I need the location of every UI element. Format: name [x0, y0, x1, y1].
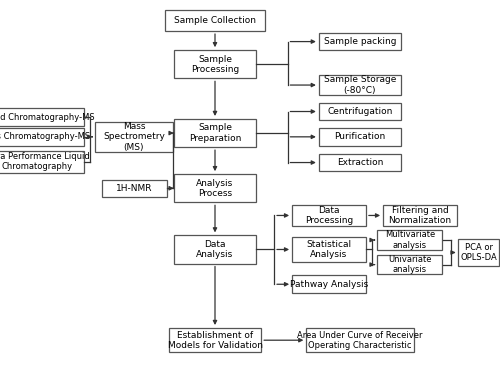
Text: PCA or
OPLS-DA: PCA or OPLS-DA — [460, 243, 498, 262]
FancyBboxPatch shape — [292, 205, 366, 226]
Text: Data
Processing: Data Processing — [305, 206, 353, 225]
FancyBboxPatch shape — [0, 128, 84, 146]
Text: Multivariate
analysis: Multivariate analysis — [385, 230, 435, 250]
FancyBboxPatch shape — [292, 275, 366, 293]
FancyBboxPatch shape — [319, 103, 401, 120]
Text: Establishment of
Models for Validation: Establishment of Models for Validation — [168, 330, 262, 350]
Text: Centrifugation: Centrifugation — [328, 107, 392, 116]
Text: Sample
Preparation: Sample Preparation — [189, 123, 241, 143]
FancyBboxPatch shape — [95, 122, 173, 152]
Text: Area Under Curve of Receiver
Operating Characteristic: Area Under Curve of Receiver Operating C… — [297, 330, 423, 350]
Text: Extraction: Extraction — [337, 158, 383, 167]
Text: Liquid Chromatography-MS: Liquid Chromatography-MS — [0, 113, 95, 122]
Text: Sample packing: Sample packing — [324, 37, 396, 46]
Text: Sample Storage
(-80°C): Sample Storage (-80°C) — [324, 75, 396, 95]
FancyBboxPatch shape — [383, 205, 457, 226]
FancyBboxPatch shape — [174, 235, 256, 264]
FancyBboxPatch shape — [319, 154, 401, 171]
FancyBboxPatch shape — [174, 119, 256, 147]
FancyBboxPatch shape — [306, 328, 414, 352]
FancyBboxPatch shape — [165, 10, 265, 31]
Text: Sample
Processing: Sample Processing — [191, 54, 239, 74]
FancyBboxPatch shape — [319, 33, 401, 50]
FancyBboxPatch shape — [319, 128, 401, 146]
Text: 1H-NMR: 1H-NMR — [116, 184, 152, 193]
FancyBboxPatch shape — [292, 237, 366, 262]
Text: Sample Collection: Sample Collection — [174, 16, 256, 25]
FancyBboxPatch shape — [0, 151, 84, 173]
FancyBboxPatch shape — [174, 50, 256, 79]
FancyBboxPatch shape — [102, 180, 166, 197]
FancyBboxPatch shape — [378, 230, 442, 250]
FancyBboxPatch shape — [169, 328, 261, 352]
Text: Data
Analysis: Data Analysis — [196, 240, 234, 259]
FancyBboxPatch shape — [174, 174, 256, 203]
Text: Purification: Purification — [334, 132, 386, 141]
Text: Ultra Performance Liquid
Chromatography: Ultra Performance Liquid Chromatography — [0, 152, 90, 172]
FancyBboxPatch shape — [458, 239, 500, 266]
Text: Filtering and
Normalization: Filtering and Normalization — [388, 206, 452, 225]
FancyBboxPatch shape — [0, 108, 84, 126]
Text: Analysis
Process: Analysis Process — [196, 178, 234, 198]
Text: Statistical
Analysis: Statistical Analysis — [306, 240, 352, 259]
Text: Univariate
analysis: Univariate analysis — [388, 255, 432, 274]
FancyBboxPatch shape — [378, 255, 442, 274]
Text: Gas Chromatography-MS: Gas Chromatography-MS — [0, 132, 90, 141]
Text: Mass
Spectrometry
(MS): Mass Spectrometry (MS) — [103, 122, 165, 152]
Text: Pathway Analysis: Pathway Analysis — [290, 280, 368, 289]
FancyBboxPatch shape — [319, 75, 401, 96]
